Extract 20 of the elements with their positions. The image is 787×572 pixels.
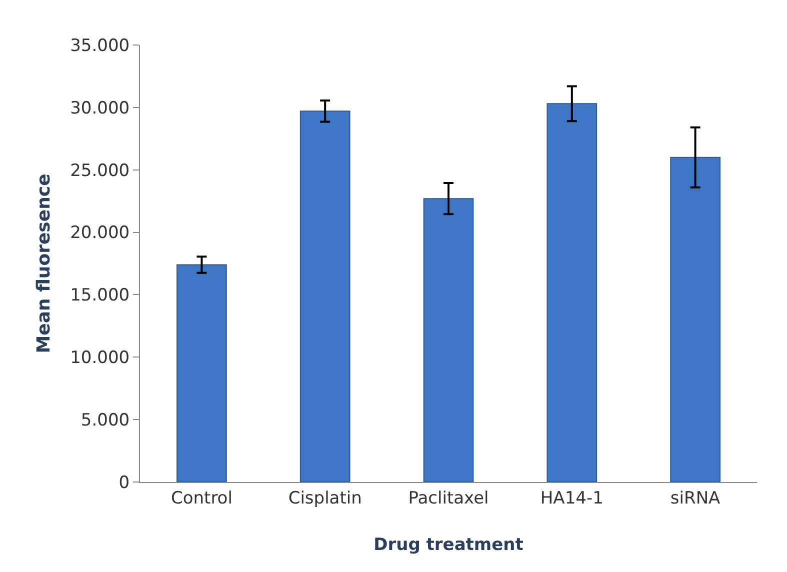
x-tick-label: HA14-1 <box>540 488 604 508</box>
y-axis-title: Mean fluoresence <box>33 174 54 354</box>
y-tick-label: 15.000 <box>70 286 130 306</box>
y-tick-label: 30.000 <box>70 98 130 118</box>
y-tick-label: 20.000 <box>70 223 130 244</box>
y-tick-label: 35.000 <box>70 36 130 56</box>
bar <box>546 103 598 482</box>
y-tick-label: 25.000 <box>70 160 130 181</box>
x-tick-label: siRNA <box>670 488 721 508</box>
x-tick-label: Paclitaxel <box>408 488 489 508</box>
bar <box>423 198 474 482</box>
bar <box>670 156 720 482</box>
x-tick-label: Control <box>170 488 232 508</box>
x-axis-title: Drug treatment <box>374 534 524 555</box>
bar <box>300 110 350 482</box>
y-tick-label: 0 <box>118 472 130 493</box>
x-tick-label: Cisplatin <box>288 488 362 508</box>
bar <box>176 264 227 482</box>
y-tick-label: 5.000 <box>80 410 130 431</box>
y-tick-label: 10.000 <box>70 348 130 368</box>
